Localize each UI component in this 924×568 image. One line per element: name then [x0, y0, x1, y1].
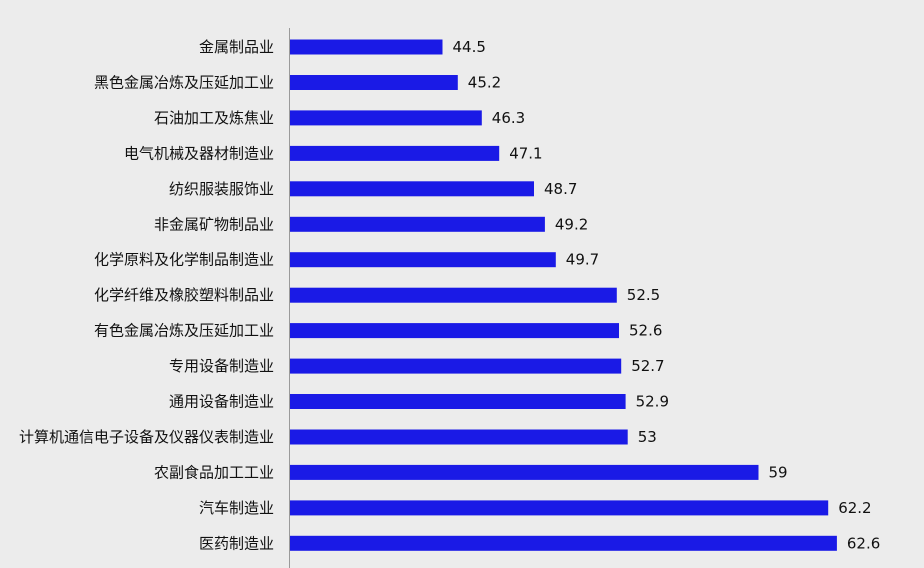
category-label: 非金属矿物制品业 [154, 215, 274, 233]
value-label: 52.5 [627, 286, 660, 304]
category-label: 汽车制造业 [199, 499, 274, 517]
category-label: 通用设备制造业 [169, 393, 274, 411]
bar [290, 500, 829, 516]
bar [290, 39, 443, 55]
value-label: 46.3 [492, 109, 525, 127]
bar [290, 110, 482, 126]
bar [290, 181, 534, 197]
category-label: 专用设备制造业 [169, 357, 274, 375]
category-label: 黑色金属冶炼及压延加工业 [94, 74, 274, 92]
category-label: 化学纤维及橡胶塑料制品业 [94, 286, 274, 304]
bar [290, 535, 837, 551]
value-label: 44.5 [453, 38, 486, 56]
bar [290, 252, 556, 268]
bar [290, 287, 617, 303]
value-label: 53 [638, 428, 657, 446]
bar [290, 358, 622, 374]
category-label: 石油加工及炼焦业 [154, 109, 274, 127]
bars-layer: 金属制品业 44.5 黑色金属冶炼及压延加工业 45.2 石油加工及炼焦业 46.3 电气机… [19, 38, 880, 552]
value-label: 49.7 [566, 251, 599, 269]
value-label: 62.6 [847, 534, 880, 552]
bar [290, 429, 628, 445]
value-label: 49.2 [555, 215, 588, 233]
category-label: 医药制造业 [199, 534, 274, 552]
value-label: 48.7 [544, 180, 577, 198]
value-label: 52.7 [631, 357, 664, 375]
category-label: 化学原料及化学制品制造业 [94, 251, 274, 269]
category-label: 金属制品业 [199, 38, 274, 56]
bar [290, 464, 759, 480]
bar [290, 323, 619, 339]
bar [290, 394, 626, 409]
value-label: 62.2 [838, 499, 871, 517]
category-label: 农副食品加工工业 [154, 463, 274, 481]
value-label: 59 [769, 463, 788, 481]
bar [290, 216, 545, 232]
category-label: 电气机械及器材制造业 [124, 144, 274, 162]
value-label: 45.2 [468, 74, 501, 92]
category-label: 纺织服装服饰业 [169, 180, 274, 198]
bar [290, 145, 500, 161]
category-label: 有色金属冶炼及压延加工业 [94, 322, 274, 340]
value-label: 52.9 [636, 393, 669, 411]
value-label: 47.1 [509, 144, 542, 162]
bar [290, 75, 458, 90]
value-label: 52.6 [629, 322, 662, 340]
category-label: 计算机通信电子设备及仪器仪表制造业 [19, 428, 274, 446]
